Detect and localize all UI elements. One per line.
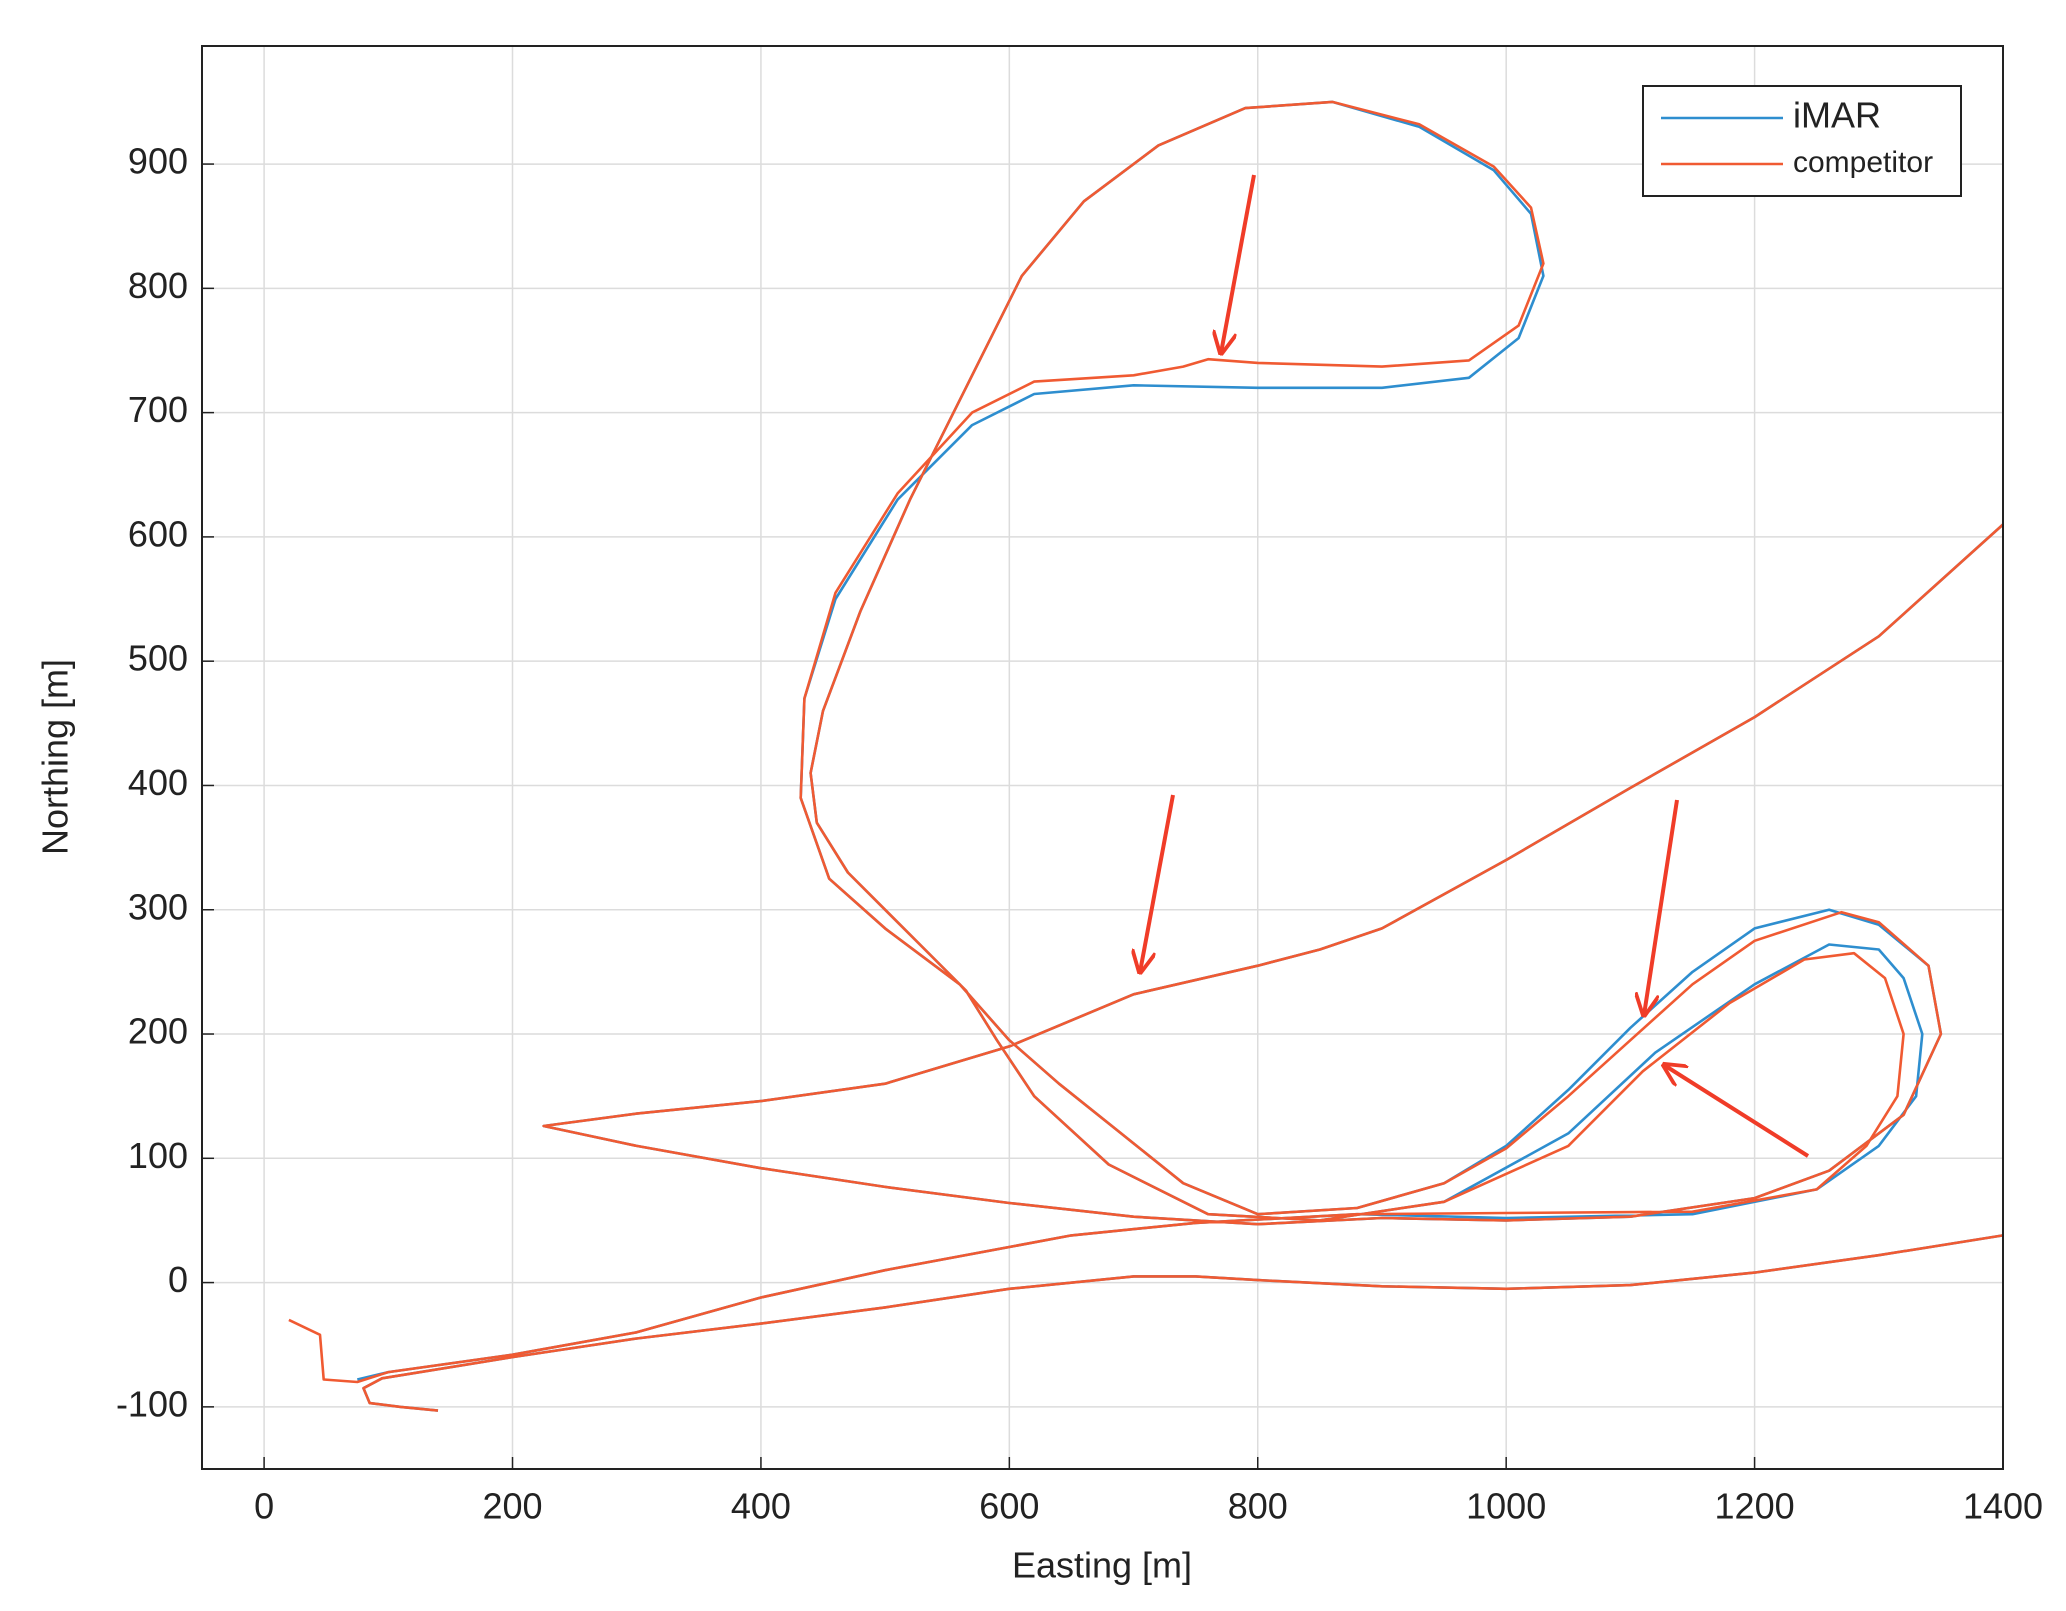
arrow [1644,799,1679,1015]
series-line [288,100,2004,1412]
x-tick-label: 600 [979,1486,1039,1527]
x-tick-label: 1200 [1715,1486,1795,1527]
legend-box [1642,85,1962,197]
y-axis-label: Northing [m] [35,659,76,855]
legend-label: iMAR [1793,95,1881,136]
y-tick-label: -100 [116,1383,188,1424]
x-axis-label: Easting [m] [1012,1545,1192,1586]
y-tick-label: 500 [128,638,188,679]
x-tick-label: 800 [1228,1486,1288,1527]
y-tick-label: 600 [128,513,188,554]
series-line [356,100,2004,1412]
y-tick-label: 400 [128,762,188,803]
y-tick-label: 200 [128,1011,188,1052]
y-tick-label: 900 [128,141,188,182]
y-tick-label: 800 [128,265,188,306]
x-tick-label: 1400 [1963,1486,2043,1527]
grid [202,46,2004,1469]
x-tick-label: 400 [731,1486,791,1527]
y-tick-label: 700 [128,389,188,430]
annotation-arrows [1140,174,1810,1158]
y-tick-label: 0 [168,1259,188,1300]
legend: iMAR competitor [1642,85,1962,197]
y-tick-label: 100 [128,1135,188,1176]
arrow [1221,174,1256,353]
legend-label: competitor [1793,146,1933,179]
y-tick-label: 300 [128,886,188,927]
x-tick-label: 0 [254,1486,274,1527]
arrow [1140,794,1175,972]
plot-lines [288,100,2004,1412]
plot-frame [201,45,2004,1470]
x-tick-label: 1000 [1466,1486,1546,1527]
arrow [1664,1065,1810,1158]
x-tick-label: 200 [482,1486,542,1527]
